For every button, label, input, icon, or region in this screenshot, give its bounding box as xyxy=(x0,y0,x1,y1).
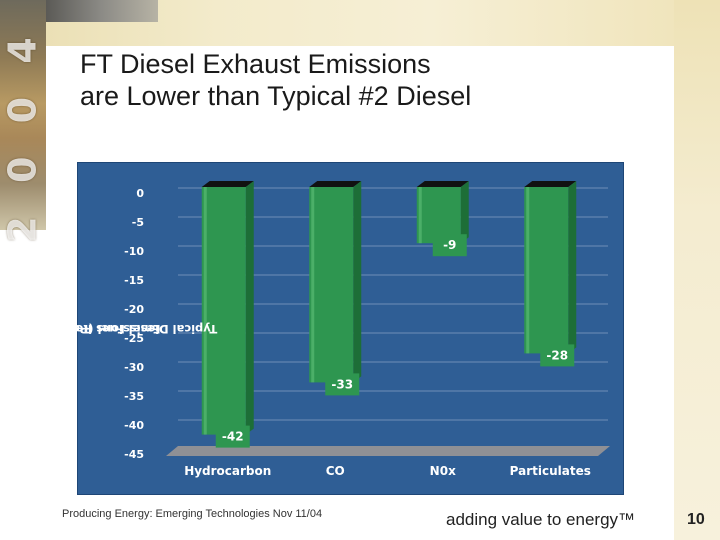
bar-top xyxy=(201,181,254,187)
footer-tagline: adding value to energy™ xyxy=(446,510,636,529)
bar-n0x xyxy=(416,187,461,244)
value-label: -33 xyxy=(331,377,353,391)
footer-event: Producing Energy: Emerging Technologies … xyxy=(62,508,323,520)
x-tick-label: CO xyxy=(326,464,345,478)
value-label: -9 xyxy=(443,238,456,252)
page-number: 10 xyxy=(687,511,705,528)
value-label-box xyxy=(432,234,467,257)
y-tick-label: -40 xyxy=(124,419,144,432)
bar-side xyxy=(460,181,469,244)
x-tick-label: N0x xyxy=(430,464,456,478)
bar-top xyxy=(416,181,469,187)
value-label-box xyxy=(325,373,360,396)
chart-floor xyxy=(166,446,610,456)
y-tick-label: -15 xyxy=(124,274,144,287)
y-tick-label: -30 xyxy=(124,361,144,374)
bar-highlight xyxy=(526,187,530,354)
bar-side xyxy=(568,181,577,354)
right-band xyxy=(674,0,720,540)
bar-co xyxy=(309,187,354,383)
title-line-2: are Lower than Typical #2 Diesel xyxy=(80,81,472,111)
bar-hydrocarbon xyxy=(201,187,246,435)
side-photo xyxy=(0,0,46,230)
y-tick-label: 0 xyxy=(136,187,144,200)
bar-highlight xyxy=(311,187,315,383)
title-line-1: FT Diesel Exhaust Emissions xyxy=(80,49,431,79)
x-tick-label: Particulates xyxy=(510,464,591,478)
bar-side xyxy=(353,181,362,383)
y-tick-label: -45 xyxy=(124,448,144,461)
y-tick-label: -20 xyxy=(124,303,144,316)
slide-title: FT Diesel Exhaust Emissions are Lower th… xyxy=(80,48,620,112)
value-label: -28 xyxy=(546,348,568,362)
bar-chart: 0 -5 -10 -15 -20 -25 -30 -35 -40 -45 -42 Hydrocarbo… xyxy=(124,181,610,478)
bar-highlight xyxy=(203,187,207,435)
y-tick-label: -5 xyxy=(132,216,144,229)
header-photo xyxy=(46,0,158,22)
x-tick-label: Hydrocarbon xyxy=(184,464,271,478)
value-label-box xyxy=(540,344,575,367)
year-watermark: 2 0 0 4 xyxy=(1,27,46,243)
value-label-box xyxy=(215,425,250,448)
chart-panel: 0 -5 -10 -15 -20 -25 -30 -35 -40 -45 -42 Hydrocarbo… xyxy=(77,162,624,495)
y-tick-label: -10 xyxy=(124,245,144,258)
bar-side xyxy=(245,181,254,435)
bar-top xyxy=(524,181,577,187)
y-tick-label: -25 xyxy=(124,332,144,345)
y-tick-label: -35 xyxy=(124,390,144,403)
bar-top xyxy=(309,181,362,187)
bar-particulates xyxy=(524,187,569,354)
value-label: -42 xyxy=(222,430,244,444)
bar-highlight xyxy=(418,187,422,244)
